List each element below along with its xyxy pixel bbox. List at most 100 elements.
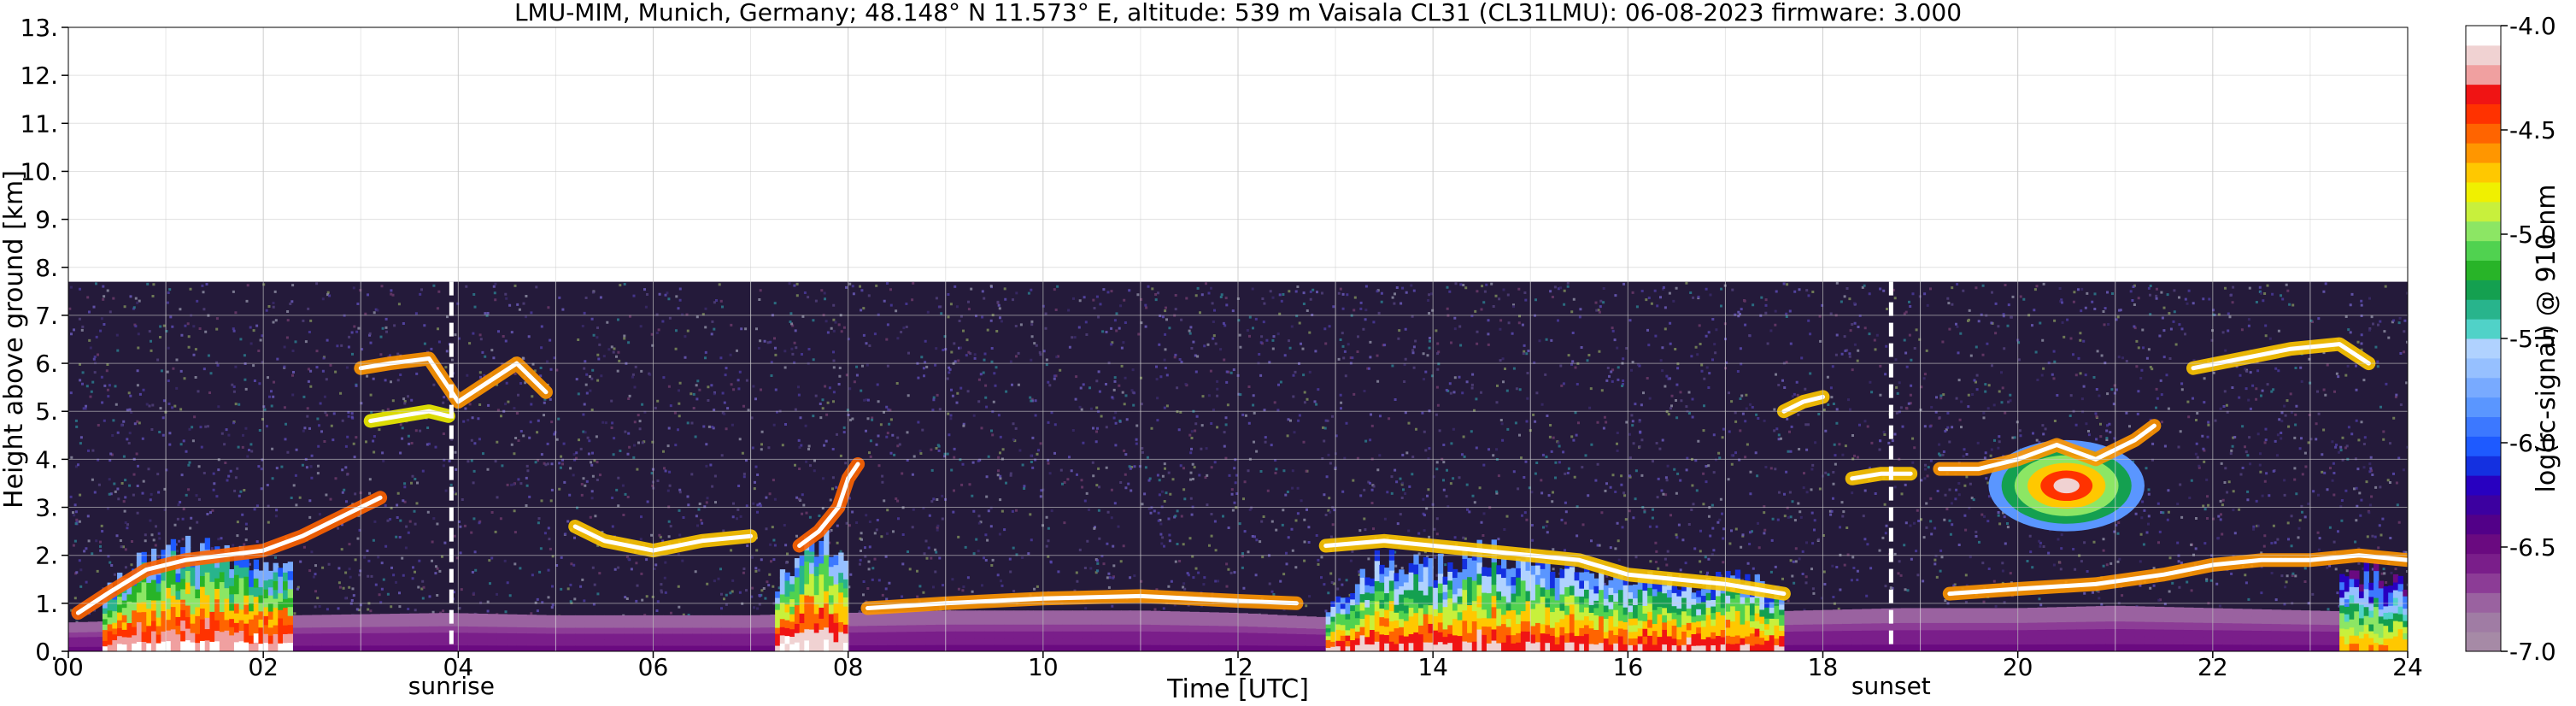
precip-cell xyxy=(1550,611,1556,621)
aerosol-cell xyxy=(2076,614,2087,622)
precip-cell xyxy=(1482,617,1488,627)
colorbar-swatch xyxy=(2466,143,2501,163)
precip-cell xyxy=(1325,620,1331,625)
precip-cell xyxy=(1534,641,1541,651)
precip-cell xyxy=(1350,633,1356,641)
precip-cell xyxy=(1364,644,1370,651)
precip-cell xyxy=(219,562,226,573)
aerosol-cell xyxy=(1316,633,1327,641)
precip-cell xyxy=(1574,635,1580,644)
precip-cell xyxy=(2363,588,2369,598)
precip-cell xyxy=(1540,632,1546,643)
aerosol-cell xyxy=(1862,622,1873,631)
precip-cell xyxy=(1779,620,1785,626)
precip-cell xyxy=(2349,603,2355,612)
aerosol-cell xyxy=(2193,615,2204,623)
precip-cell xyxy=(1359,627,1365,636)
precip-cell xyxy=(1379,608,1385,618)
precip-cell xyxy=(824,566,830,580)
aerosol-cell xyxy=(575,632,586,640)
precip-cell xyxy=(1642,613,1648,621)
aerosol-cell xyxy=(1862,644,1873,651)
aerosol-cell xyxy=(429,613,440,621)
aerosol-cell xyxy=(2008,629,2019,638)
precip-cell xyxy=(1622,607,1628,615)
precip-cell xyxy=(244,623,249,633)
precip-cell xyxy=(2368,609,2374,618)
aerosol-cell xyxy=(526,638,537,646)
aerosol-cell xyxy=(78,641,89,647)
precip-cell xyxy=(287,615,293,626)
aerosol-cell xyxy=(701,632,713,640)
precip-cell xyxy=(1447,571,1453,581)
aerosol-cell xyxy=(2057,629,2068,638)
aerosol-cell xyxy=(438,619,449,627)
aerosol-cell xyxy=(896,618,907,626)
precip-cell xyxy=(136,621,143,632)
precip-cell xyxy=(1330,621,1336,627)
precip-cell xyxy=(229,627,235,636)
precip-cell xyxy=(1559,634,1565,644)
precip-cell xyxy=(1779,609,1785,615)
precip-cell xyxy=(1345,597,1351,603)
aerosol-cell xyxy=(1199,638,1210,645)
precip-cell xyxy=(1779,603,1785,610)
aerosol-cell xyxy=(1891,622,1902,631)
precip-cell xyxy=(1662,615,1668,623)
aerosol-cell xyxy=(633,638,644,646)
precip-cell xyxy=(1534,603,1541,614)
aerosol-cell xyxy=(1822,630,1834,638)
aerosol-cell xyxy=(1247,613,1259,621)
precip-cell xyxy=(204,605,211,618)
aerosol-cell xyxy=(584,644,596,651)
precip-cell xyxy=(1550,643,1556,651)
precip-cell xyxy=(1340,624,1347,631)
precip-cell xyxy=(1501,577,1507,587)
aerosol-cell xyxy=(332,615,343,621)
aerosol-cell xyxy=(2300,610,2311,618)
aerosol-cell xyxy=(370,620,381,627)
aerosol-cell xyxy=(1101,617,1112,625)
aerosol-cell xyxy=(1257,614,1268,621)
precip-cell xyxy=(1603,618,1610,626)
x-tick-label: 10 xyxy=(1028,653,1059,681)
aerosol-cell xyxy=(399,638,410,646)
precip-cell xyxy=(1662,592,1668,601)
precip-cell xyxy=(842,587,849,598)
precip-cell xyxy=(804,572,810,585)
colorbar-swatch xyxy=(2466,495,2501,515)
precip-cell xyxy=(1569,594,1576,605)
precip-cell xyxy=(155,642,161,651)
aerosol-cell xyxy=(1979,615,1990,623)
precip-cell xyxy=(2344,598,2350,607)
aerosol-cell xyxy=(1783,631,1794,638)
precip-cell xyxy=(175,633,181,644)
precip-cell xyxy=(2388,644,2394,651)
precip-cell xyxy=(1384,568,1390,577)
precip-cell xyxy=(1511,634,1517,644)
precip-cell xyxy=(1423,603,1429,615)
precip-cell xyxy=(121,644,128,651)
precip-cell xyxy=(819,551,824,564)
aerosol-cell xyxy=(2242,644,2253,651)
precip-cell xyxy=(1534,613,1541,623)
precip-cell xyxy=(1764,601,1770,608)
precip-cell xyxy=(794,614,801,624)
precip-cell xyxy=(1608,644,1614,651)
precip-cell xyxy=(1413,603,1419,614)
precip-cell xyxy=(1433,622,1439,631)
precip-cell xyxy=(175,625,181,635)
colorbar-swatch xyxy=(2466,475,2501,496)
precip-cell xyxy=(1471,560,1478,571)
precip-cell xyxy=(1491,606,1497,619)
precip-cell xyxy=(1433,594,1439,603)
precip-cell xyxy=(224,577,230,589)
precip-cell xyxy=(1676,596,1682,603)
precip-cell xyxy=(2354,586,2360,596)
aerosol-cell xyxy=(2008,615,2019,623)
precip-cell xyxy=(2363,642,2369,651)
precip-cell xyxy=(1622,614,1628,623)
precip-cell xyxy=(799,574,805,585)
precip-cell xyxy=(175,573,181,583)
precip-cell xyxy=(180,578,186,590)
